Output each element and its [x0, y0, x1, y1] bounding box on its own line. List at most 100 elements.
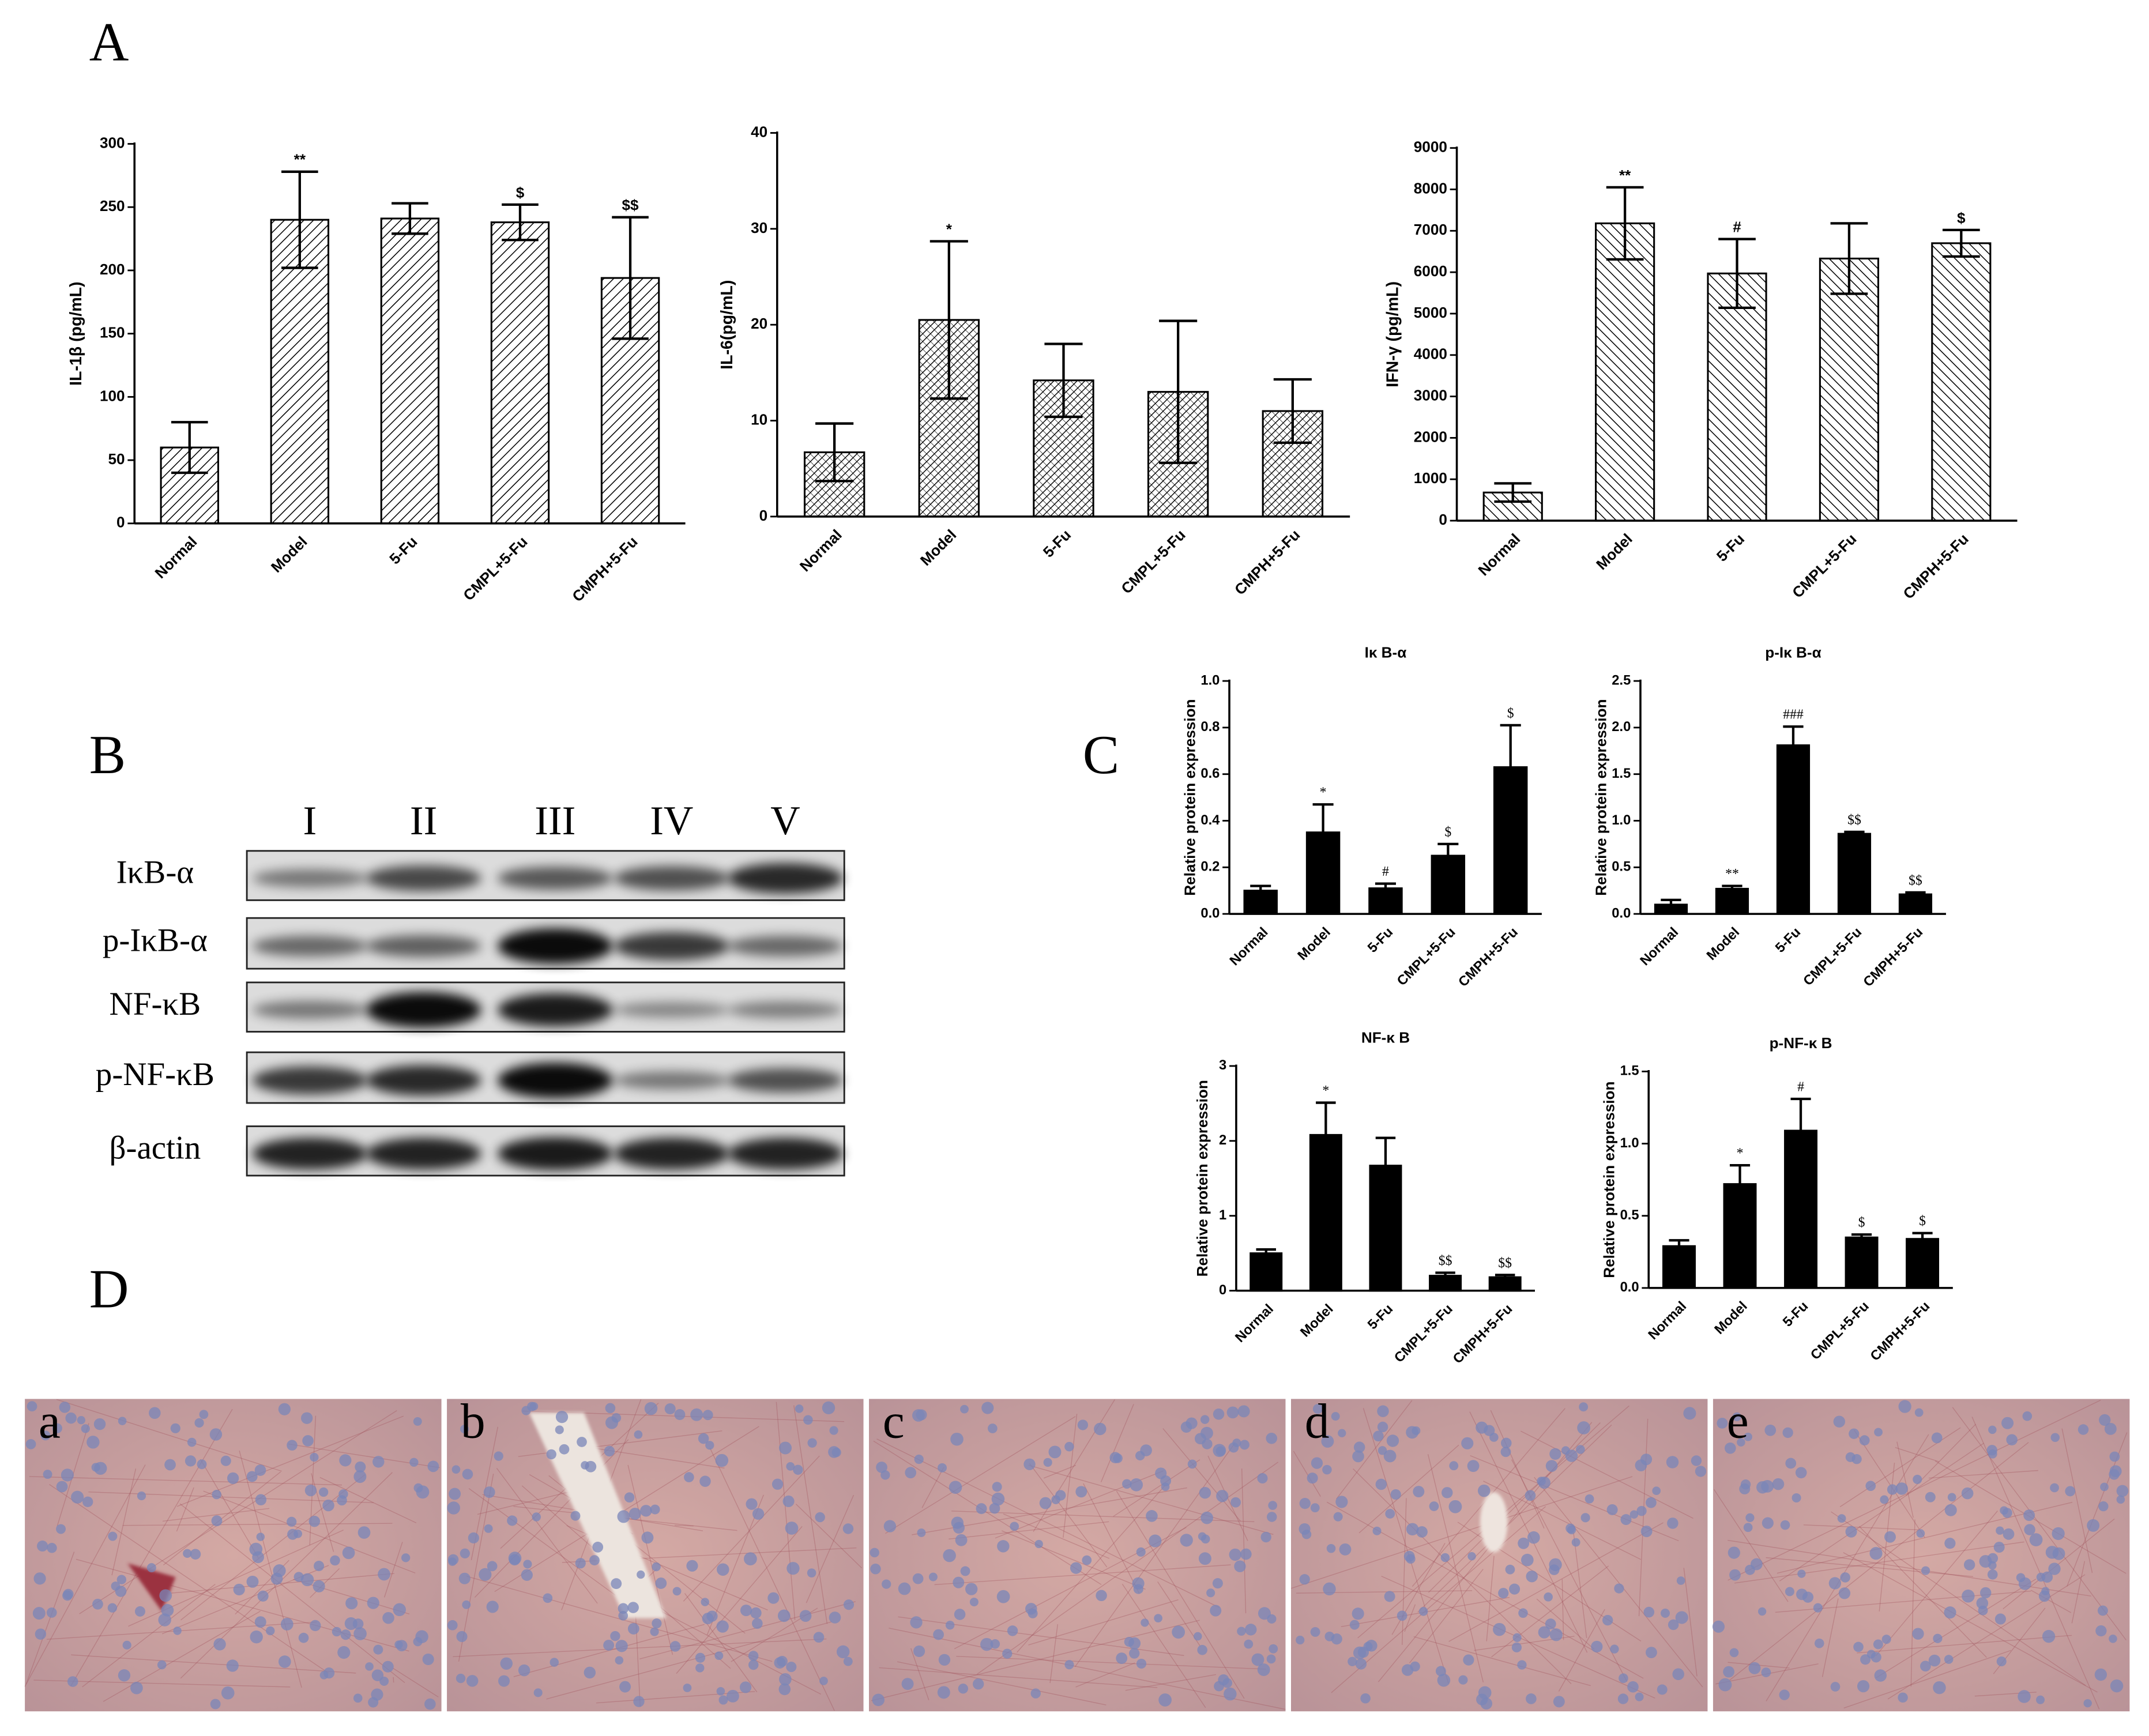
nucleus	[980, 1637, 993, 1651]
nucleus	[1617, 1693, 1629, 1704]
nucleus	[487, 1561, 498, 1572]
nucleus	[1744, 1432, 1752, 1441]
y-tick-label: 0.8	[1200, 719, 1220, 735]
nucleus	[1349, 1620, 1360, 1630]
nucleus	[912, 1409, 925, 1422]
y-axis-label: Relative protein expression	[1601, 1082, 1618, 1278]
membrane	[162, 1508, 270, 1522]
membrane	[873, 1440, 1102, 1586]
nucleus	[829, 1426, 838, 1435]
nucleus	[883, 1520, 897, 1532]
nucleus	[1853, 1641, 1864, 1652]
nucleus	[270, 1572, 283, 1585]
membrane	[795, 1504, 863, 1569]
nucleus	[943, 1549, 956, 1562]
bar	[1488, 1276, 1522, 1292]
nucleus	[319, 1487, 329, 1497]
chart-title: p-Iκ B-α	[1765, 643, 1821, 661]
nucleus	[1873, 1639, 1883, 1650]
nucleus	[1579, 1402, 1589, 1412]
membrane	[71, 1654, 356, 1674]
nucleus	[226, 1659, 239, 1672]
membrane	[1353, 1468, 1572, 1685]
nucleus	[610, 1630, 620, 1641]
nucleus	[1301, 1530, 1312, 1539]
membrane	[1157, 1581, 1201, 1647]
nucleus	[382, 1660, 394, 1673]
nucleus	[1527, 1531, 1540, 1544]
nucleus	[938, 1463, 947, 1473]
nucleus	[1216, 1490, 1229, 1502]
nucleus	[56, 1481, 68, 1493]
nucleus	[81, 1424, 90, 1433]
y-tick-label: 0.0	[1200, 905, 1220, 921]
membrane	[1777, 1501, 2073, 1574]
nucleus	[159, 1589, 172, 1602]
nucleus	[843, 1599, 855, 1610]
nucleus	[323, 1667, 335, 1679]
nucleus	[1797, 1569, 1806, 1578]
nucleus	[353, 1470, 367, 1483]
x-tick-label: CMPL+5-Fu	[1394, 924, 1459, 989]
nucleus	[1180, 1534, 1193, 1547]
nucleus	[1352, 1607, 1364, 1620]
membrane	[675, 1524, 694, 1527]
error-bar	[1905, 891, 1926, 895]
nucleus	[1761, 1667, 1771, 1678]
nucleus	[1925, 1492, 1936, 1502]
nucleus	[157, 1660, 167, 1670]
nucleus	[1549, 1628, 1563, 1641]
nucleus	[2042, 1630, 2056, 1643]
nucleus	[716, 1563, 729, 1576]
nucleus	[577, 1437, 587, 1447]
nucleus	[1187, 1459, 1197, 1469]
chart: 0 1 2 3 Normal * Model 5-Fu $$ CMPL+5-Fu $$ CMPH+5-…	[1194, 1029, 1535, 1367]
nucleus	[338, 1489, 348, 1499]
nucleus	[170, 1423, 180, 1433]
nucleus	[1094, 1422, 1107, 1436]
nucleus	[819, 1677, 828, 1685]
annotation: $	[516, 184, 525, 201]
blot-strip	[246, 981, 845, 1033]
nucleus	[1833, 1415, 1846, 1428]
x-tick-label: CMPH+5-Fu	[569, 533, 641, 605]
nucleus	[533, 1688, 543, 1697]
y-tick-label: 5000	[1414, 304, 1447, 321]
nucleus	[1311, 1457, 1323, 1469]
nucleus	[498, 1675, 510, 1687]
membrane	[163, 1471, 281, 1566]
nucleus	[1996, 1656, 2007, 1667]
y-axis-label: Relative protein expression	[1181, 699, 1198, 896]
nucleus	[1518, 1537, 1530, 1549]
membrane	[1003, 1513, 1110, 1559]
nucleus	[695, 1652, 706, 1663]
nucleus	[1602, 1614, 1613, 1626]
nucleus	[633, 1696, 645, 1707]
nucleus	[702, 1410, 713, 1421]
error-bar	[1250, 884, 1271, 891]
nucleus	[1640, 1526, 1653, 1538]
nucleus	[158, 1613, 171, 1626]
nucleus	[210, 1699, 221, 1709]
nucleus	[1620, 1514, 1632, 1526]
nucleus	[748, 1651, 759, 1661]
x-tick-label: 5-Fu	[1713, 530, 1748, 564]
nucleus	[750, 1607, 762, 1619]
nucleus	[456, 1631, 468, 1643]
membrane	[1028, 1599, 1179, 1645]
x-tick-label: Normal	[1226, 924, 1271, 969]
x-tick-label: CMPL+5-Fu	[1789, 530, 1860, 601]
nucleus	[1200, 1511, 1213, 1524]
nucleus	[1762, 1517, 1774, 1529]
nucleus	[1772, 1478, 1785, 1490]
error-bar	[1273, 378, 1312, 444]
nucleus	[67, 1676, 78, 1687]
nucleus	[2109, 1469, 2120, 1480]
nucleus	[371, 1669, 384, 1681]
nucleus	[1898, 1400, 1911, 1413]
nucleus	[1307, 1473, 1318, 1484]
x-tick-label: CMPH+5-Fu	[1860, 924, 1926, 990]
nucleus	[1160, 1475, 1172, 1486]
nucleus	[304, 1484, 317, 1497]
membrane	[1075, 1662, 1135, 1688]
